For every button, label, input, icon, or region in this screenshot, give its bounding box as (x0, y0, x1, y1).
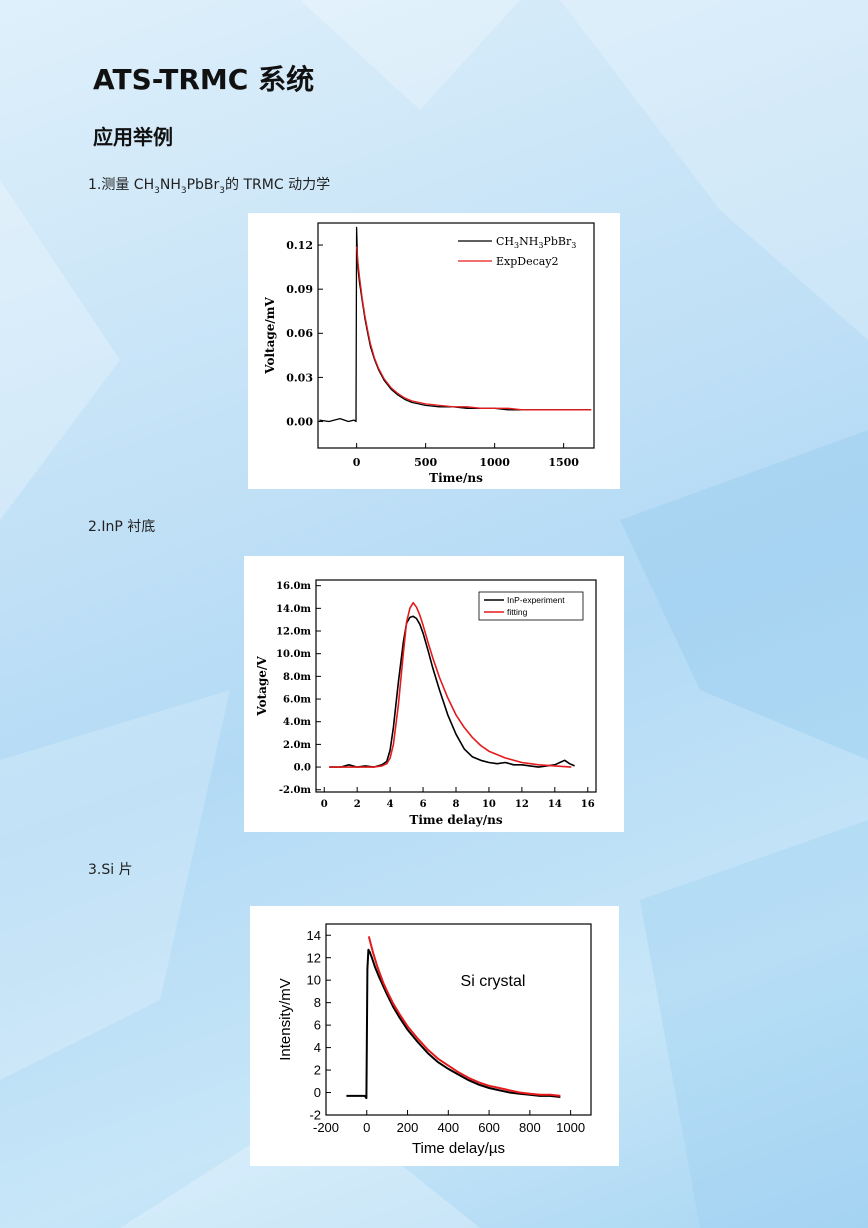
y-tick-label: 8.0m (283, 672, 311, 683)
figure-caption-3: 3.Si 片 (88, 862, 133, 878)
chart-trmc-decay: 0 500 1000 1500 0.00 0.03 0.06 0.09 0.12 Time/ns V… (263, 222, 595, 485)
chart-si: -200 0 200 400 600 800 1000 -2 0 2 4 6 8 10 12 14 Time d… (277, 923, 592, 1157)
series-line-1 (367, 936, 561, 1097)
x-tick-label: 8 (453, 799, 460, 810)
series-line-0 (319, 226, 592, 423)
series-line-0 (329, 615, 575, 768)
plot-frame (325, 923, 592, 1116)
y-tick-label: 10 (307, 973, 321, 988)
x-tick-label: 500 (414, 456, 437, 469)
y-tick-label: 4 (314, 1040, 321, 1055)
y-tick-label: 14 (307, 928, 321, 943)
caption-1-prefix: 1.测量 CH (88, 177, 155, 193)
y-axis-label: Votage/V (255, 656, 269, 717)
y-tick-label: 0.12 (286, 239, 313, 252)
y-tick-label: 2 (314, 1063, 321, 1078)
y-tick-label: 12 (307, 950, 321, 965)
x-tick-label: 16 (581, 799, 595, 810)
x-tick-label: 200 (397, 1120, 419, 1135)
y-tick-label: 0.00 (286, 415, 313, 428)
x-axis-label: Time delay/µs (412, 1140, 505, 1157)
figure-2: 0 2 4 6 8 10 12 14 16 -2.0m 0.0 2.0m 4.0m 6.0m 8.0m 10.… (244, 556, 624, 832)
x-tick-label: 1500 (548, 456, 579, 469)
y-tick-label: 0 (314, 1085, 321, 1100)
y-tick-label: 14.0m (276, 604, 311, 615)
x-tick-label: 10 (482, 799, 496, 810)
y-tick-label: 0.06 (286, 327, 313, 340)
y-tick-label: 10.0m (276, 649, 311, 660)
legend-box (478, 591, 584, 621)
figure-3: -200 0 200 400 600 800 1000 -2 0 2 4 6 8 10 12 14 Time d… (250, 906, 619, 1166)
caption-1-rest: 的 TRMC 动力学 (225, 177, 331, 193)
x-tick-label: 6 (420, 799, 427, 810)
legend-label-1: fitting (507, 607, 528, 617)
figure-caption-2: 2.InP 衬底 (88, 519, 156, 535)
series-line-1 (329, 601, 572, 768)
series-line-0 (346, 948, 561, 1100)
caption-1-sub-b: 3 (180, 185, 187, 196)
y-axis-label: Intensity/mV (277, 978, 294, 1061)
x-tick-label: -200 (313, 1120, 339, 1135)
x-axis-label: Time delay/ns (409, 813, 502, 827)
caption-1-sub-c: 3 (219, 185, 226, 196)
caption-1-sub-a: 3 (154, 185, 160, 196)
y-tick-label: -2 (309, 1108, 321, 1123)
plot-frame (317, 222, 595, 449)
chart-annotation: Si crystal (461, 973, 526, 990)
x-tick-label: 600 (478, 1120, 500, 1135)
x-tick-label: 4 (387, 799, 394, 810)
y-tick-label: 0.09 (286, 283, 313, 296)
y-tick-label: 2.0m (283, 740, 311, 751)
caption-1-nh: NH (159, 177, 181, 193)
chart-inp: 0 2 4 6 8 10 12 14 16 -2.0m 0.0 2.0m 4.0m 6.0m 8.0m 10.… (255, 579, 597, 827)
section-heading: 应用举例 (93, 125, 173, 149)
y-tick-label: 4.0m (283, 717, 311, 728)
x-tick-label: 0 (321, 799, 328, 810)
page-title: ATS-TRMC 系统 (93, 63, 315, 96)
legend-label-1: ExpDecay2 (496, 255, 559, 268)
y-tick-label: 8 (314, 995, 321, 1010)
y-tick-label: 0.03 (286, 371, 313, 384)
y-tick-label: 12.0m (276, 627, 311, 638)
figure-1: 0 500 1000 1500 0.00 0.03 0.06 0.09 0.12 Time/ns V… (248, 213, 620, 489)
x-tick-label: 800 (519, 1120, 541, 1135)
y-tick-label: -2.0m (279, 785, 312, 796)
x-tick-label: 0 (353, 456, 361, 469)
caption-1-pbbr: PbBr (186, 177, 220, 193)
x-tick-label: 1000 (479, 456, 510, 469)
legend-label-0: CH3NH3PbBr3 (496, 235, 576, 250)
x-tick-label: 12 (515, 799, 529, 810)
y-tick-label: 0.0 (294, 763, 311, 774)
figure-caption-1: 1.测量 CH3NH3PbBr3的 TRMC 动力学 (88, 174, 330, 196)
x-tick-label: 2 (354, 799, 361, 810)
y-axis-label: Voltage/mV (263, 297, 277, 375)
y-tick-label: 6 (314, 1018, 321, 1033)
y-tick-label: 16.0m (276, 581, 311, 592)
y-tick-label: 6.0m (283, 695, 311, 706)
x-axis-label: Time/ns (429, 471, 483, 485)
x-tick-label: 0 (363, 1120, 370, 1135)
legend-label-0: InP-experiment (507, 595, 565, 605)
x-tick-label: 400 (437, 1120, 459, 1135)
series-line-1 (355, 246, 592, 411)
x-tick-label: 1000 (556, 1120, 585, 1135)
x-tick-label: 14 (548, 799, 562, 810)
